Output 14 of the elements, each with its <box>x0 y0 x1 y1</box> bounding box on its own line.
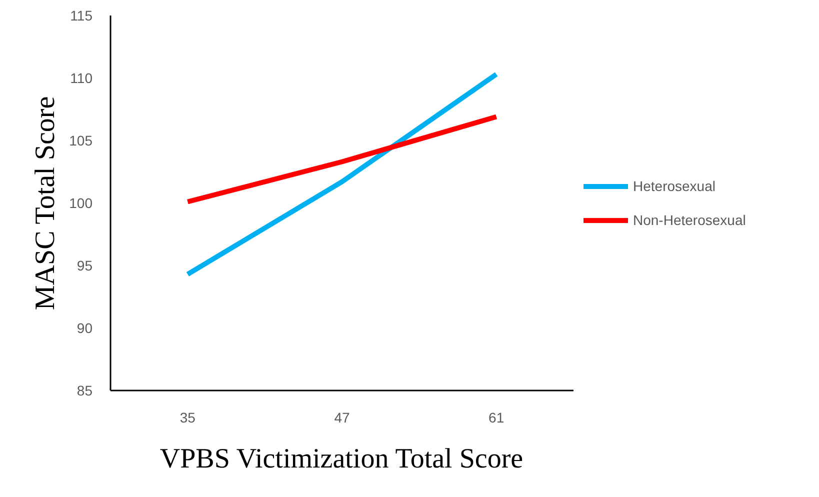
x-tick-label: 35 <box>180 410 196 426</box>
y-tick-label: 115 <box>70 8 93 24</box>
x-tick-label: 47 <box>334 410 350 426</box>
y-tick-label: 90 <box>76 320 93 336</box>
y-tick-label: 85 <box>76 382 93 398</box>
y-tick-label: 110 <box>70 70 93 86</box>
y-tick-label: 105 <box>69 132 93 148</box>
legend-label: Non-Heterosexual <box>633 212 746 228</box>
y-tick-label: 100 <box>69 195 93 211</box>
legend-label: Heterosexual <box>633 178 716 194</box>
y-tick-label: 95 <box>76 258 93 274</box>
x-axis-title: VPBS Victimization Total Score <box>160 444 524 474</box>
y-axis-title: MASC Total Score <box>30 96 62 310</box>
x-tick-label: 61 <box>488 410 504 426</box>
